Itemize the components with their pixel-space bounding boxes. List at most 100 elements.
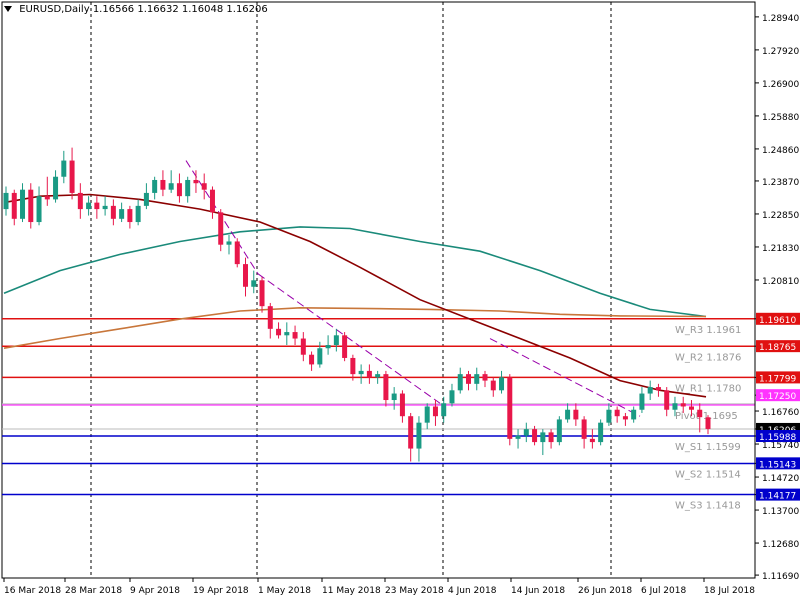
candle-body[interactable] bbox=[523, 429, 529, 436]
candle-body[interactable] bbox=[366, 370, 372, 378]
candle-body[interactable] bbox=[243, 264, 249, 287]
candle-body[interactable] bbox=[573, 409, 579, 420]
candle-body[interactable] bbox=[309, 354, 315, 365]
candle-body[interactable] bbox=[490, 380, 496, 391]
candle-body[interactable] bbox=[185, 179, 191, 197]
candle-body[interactable] bbox=[127, 209, 133, 223]
candle-body[interactable] bbox=[639, 393, 645, 410]
candle-body[interactable] bbox=[457, 374, 463, 391]
x-tick-label: 4 Jun 2018 bbox=[448, 586, 497, 596]
candle-body[interactable] bbox=[416, 422, 422, 449]
candle-body[interactable] bbox=[102, 205, 108, 210]
candle-body[interactable] bbox=[474, 374, 480, 384]
y-tick-label: 1.27920 bbox=[762, 47, 799, 57]
candle-body[interactable] bbox=[375, 374, 381, 378]
candle-body[interactable] bbox=[251, 280, 257, 287]
candle-body[interactable] bbox=[168, 183, 174, 190]
candle-body[interactable] bbox=[333, 335, 339, 346]
chevron-down-icon[interactable] bbox=[4, 6, 12, 12]
price-tag-label: 1.15988 bbox=[759, 433, 796, 443]
candle-body[interactable] bbox=[259, 280, 265, 307]
candle-body[interactable] bbox=[408, 416, 414, 449]
plot-area bbox=[1, 1, 756, 579]
candle-body[interactable] bbox=[77, 192, 83, 210]
candle-body[interactable] bbox=[284, 332, 290, 336]
candle-body[interactable] bbox=[499, 377, 505, 391]
candle-body[interactable] bbox=[556, 419, 562, 443]
candle-body[interactable] bbox=[391, 393, 397, 401]
candle-body[interactable] bbox=[581, 419, 587, 439]
candle-body[interactable] bbox=[565, 409, 571, 420]
candle-body[interactable] bbox=[234, 241, 240, 265]
candle-body[interactable] bbox=[540, 432, 546, 443]
candle-body[interactable] bbox=[218, 212, 224, 245]
candle-body[interactable] bbox=[705, 417, 711, 429]
candle-body[interactable] bbox=[119, 209, 125, 219]
candle-body[interactable] bbox=[697, 409, 703, 418]
candle-body[interactable] bbox=[606, 409, 612, 423]
candle-body[interactable] bbox=[507, 377, 513, 439]
candle-body[interactable] bbox=[176, 183, 182, 197]
y-tick-label: 1.25880 bbox=[762, 113, 799, 123]
candle-body[interactable] bbox=[61, 160, 67, 177]
candle-body[interactable] bbox=[300, 338, 306, 355]
candle-body[interactable] bbox=[267, 306, 273, 329]
candle-body[interactable] bbox=[44, 196, 50, 200]
candle-body[interactable] bbox=[399, 393, 405, 417]
candle-body[interactable] bbox=[110, 205, 116, 219]
candle-body[interactable] bbox=[276, 328, 282, 336]
candle-body[interactable] bbox=[664, 390, 670, 410]
candle-body[interactable] bbox=[201, 183, 207, 190]
candle-body[interactable] bbox=[226, 241, 232, 245]
candle-body[interactable] bbox=[11, 192, 17, 219]
candle-body[interactable] bbox=[3, 192, 9, 210]
candle-body[interactable] bbox=[36, 196, 42, 223]
candle-body[interactable] bbox=[20, 189, 26, 219]
candle-body[interactable] bbox=[28, 189, 34, 223]
candle-body[interactable] bbox=[631, 409, 637, 420]
candle-body[interactable] bbox=[680, 403, 686, 407]
candle-body[interactable] bbox=[688, 406, 694, 410]
candle-body[interactable] bbox=[532, 429, 538, 443]
candle-body[interactable] bbox=[589, 438, 595, 443]
candle-body[interactable] bbox=[317, 348, 323, 365]
candle-body[interactable] bbox=[292, 332, 298, 339]
y-tick-label: 1.24860 bbox=[762, 146, 799, 156]
candle-body[interactable] bbox=[135, 205, 141, 223]
candle-body[interactable] bbox=[86, 202, 92, 210]
candle-body[interactable] bbox=[383, 374, 389, 401]
candle-body[interactable] bbox=[325, 345, 331, 349]
candle-body[interactable] bbox=[482, 374, 488, 381]
y-tick-label: 1.13700 bbox=[762, 507, 799, 517]
candle-body[interactable] bbox=[614, 409, 620, 417]
candle-body[interactable] bbox=[432, 406, 438, 417]
candle-body[interactable] bbox=[94, 202, 100, 210]
x-tick-label: 1 May 2018 bbox=[258, 586, 311, 596]
candle-body[interactable] bbox=[69, 160, 75, 193]
candle-body[interactable] bbox=[342, 335, 348, 358]
candle-body[interactable] bbox=[647, 387, 653, 394]
level-label-w-r2: W_R2 1.1876 bbox=[675, 352, 741, 363]
candle-body[interactable] bbox=[548, 432, 554, 443]
candle-body[interactable] bbox=[424, 406, 430, 423]
candle-body[interactable] bbox=[143, 192, 149, 206]
candle-body[interactable] bbox=[350, 357, 356, 375]
candle-body[interactable] bbox=[209, 189, 215, 213]
candle-body[interactable] bbox=[622, 416, 628, 420]
candle-body[interactable] bbox=[53, 176, 59, 200]
candle-body[interactable] bbox=[152, 179, 158, 193]
candle-body[interactable] bbox=[598, 422, 604, 443]
candle-body[interactable] bbox=[160, 179, 166, 190]
candle-body[interactable] bbox=[441, 403, 447, 417]
candle-body[interactable] bbox=[358, 370, 364, 375]
candle-body[interactable] bbox=[672, 403, 678, 410]
y-tick-label: 1.28940 bbox=[762, 14, 799, 24]
candle-body[interactable] bbox=[465, 374, 471, 384]
symbol-label: EURUSD,Daily bbox=[19, 4, 90, 15]
candle-body[interactable] bbox=[193, 179, 199, 184]
candle-body[interactable] bbox=[655, 387, 661, 391]
candle-body[interactable] bbox=[449, 390, 455, 404]
candle-body[interactable] bbox=[515, 435, 521, 439]
